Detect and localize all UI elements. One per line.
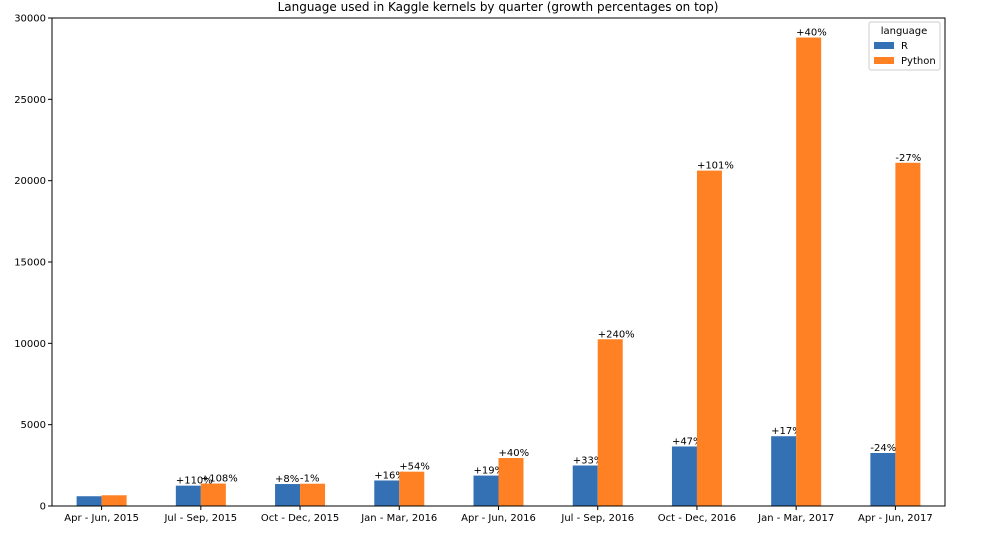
x-tick-label: Oct - Dec, 2015 — [261, 513, 339, 524]
y-tick-label: 15000 — [14, 258, 46, 269]
bar-label-r-7: +17% — [771, 426, 802, 437]
bar-r-0 — [76, 496, 102, 506]
bar-r-7 — [771, 436, 797, 506]
bar-r-2 — [275, 484, 301, 506]
bar-label-python-8: -27% — [895, 153, 921, 164]
y-tick-label: 20000 — [14, 176, 46, 187]
bar-python-1 — [200, 483, 226, 506]
y-tick-label: 10000 — [14, 339, 46, 350]
bar-python-3 — [399, 471, 425, 506]
bar-label-python-4: +40% — [499, 448, 530, 459]
bar-r-3 — [374, 480, 400, 506]
x-tick-label: Jul - Sep, 2015 — [163, 513, 237, 524]
bar-r-1 — [175, 485, 201, 506]
x-tick-label: Jan - Mar, 2017 — [757, 513, 834, 524]
bar-python-2 — [300, 483, 326, 506]
y-tick-label: 25000 — [14, 95, 46, 106]
legend: language R Python — [868, 21, 941, 71]
bar-label-python-1: +108% — [201, 474, 238, 485]
bar-label-python-3: +54% — [399, 462, 430, 473]
bar-label-r-1: +110% — [176, 476, 213, 487]
bar-r-5 — [572, 465, 598, 506]
x-tick-label: Apr - Jun, 2016 — [461, 513, 536, 524]
y-tick-label: 0 — [40, 502, 46, 513]
bar-label-r-2: +8% — [275, 474, 299, 485]
bar-label-r-4: +19% — [474, 466, 505, 477]
bar-label-python-6: +101% — [697, 161, 734, 172]
y-tick-label: 5000 — [21, 420, 46, 431]
legend-title: language — [881, 26, 928, 37]
bar-label-python-2: -1% — [300, 474, 319, 485]
y-axis: 0 5000 10000 15000 20000 25000 30000 — [14, 14, 52, 513]
bar-python-6 — [696, 170, 722, 506]
bar-python-4 — [498, 458, 524, 506]
legend-label-python: Python — [901, 56, 936, 67]
x-tick-label: Oct - Dec, 2016 — [658, 513, 736, 524]
plot-frame — [51, 17, 946, 507]
bar-label-r-6: +47% — [672, 436, 703, 447]
x-tick-label: Apr - Jun, 2015 — [64, 513, 139, 524]
legend-swatch-python — [874, 57, 894, 64]
bar-python-7 — [796, 37, 822, 507]
bar-python-8 — [895, 162, 921, 507]
bar-label-r-5: +33% — [573, 455, 604, 466]
chart-title: Language used in Kaggle kernels by quart… — [278, 0, 719, 14]
x-tick-label: Jan - Mar, 2016 — [360, 513, 437, 524]
bar-label-python-7: +40% — [796, 28, 827, 39]
bars: +110%+108% +8% -1% +16%+54% +19% +40% +33% +240… — [76, 28, 921, 507]
bar-python-5 — [597, 339, 623, 506]
legend-swatch-r — [874, 42, 894, 49]
bar-label-python-5: +240% — [598, 329, 635, 340]
x-tick-label: Apr - Jun, 2017 — [858, 513, 933, 524]
bar-r-6 — [671, 446, 697, 506]
bar-label-r-8: -24% — [870, 443, 896, 454]
x-tick-label: Jul - Sep, 2016 — [560, 513, 634, 524]
bar-r-8 — [870, 452, 896, 506]
x-axis: Apr - Jun, 2015 Jul - Sep, 2015 Oct - Dec,… — [64, 506, 933, 524]
bar-label-r-3: +16% — [374, 470, 405, 481]
bar-r-4 — [473, 475, 499, 506]
bar-python-0 — [101, 495, 127, 506]
legend-label-r: R — [901, 41, 908, 52]
y-tick-label: 30000 — [14, 14, 46, 25]
